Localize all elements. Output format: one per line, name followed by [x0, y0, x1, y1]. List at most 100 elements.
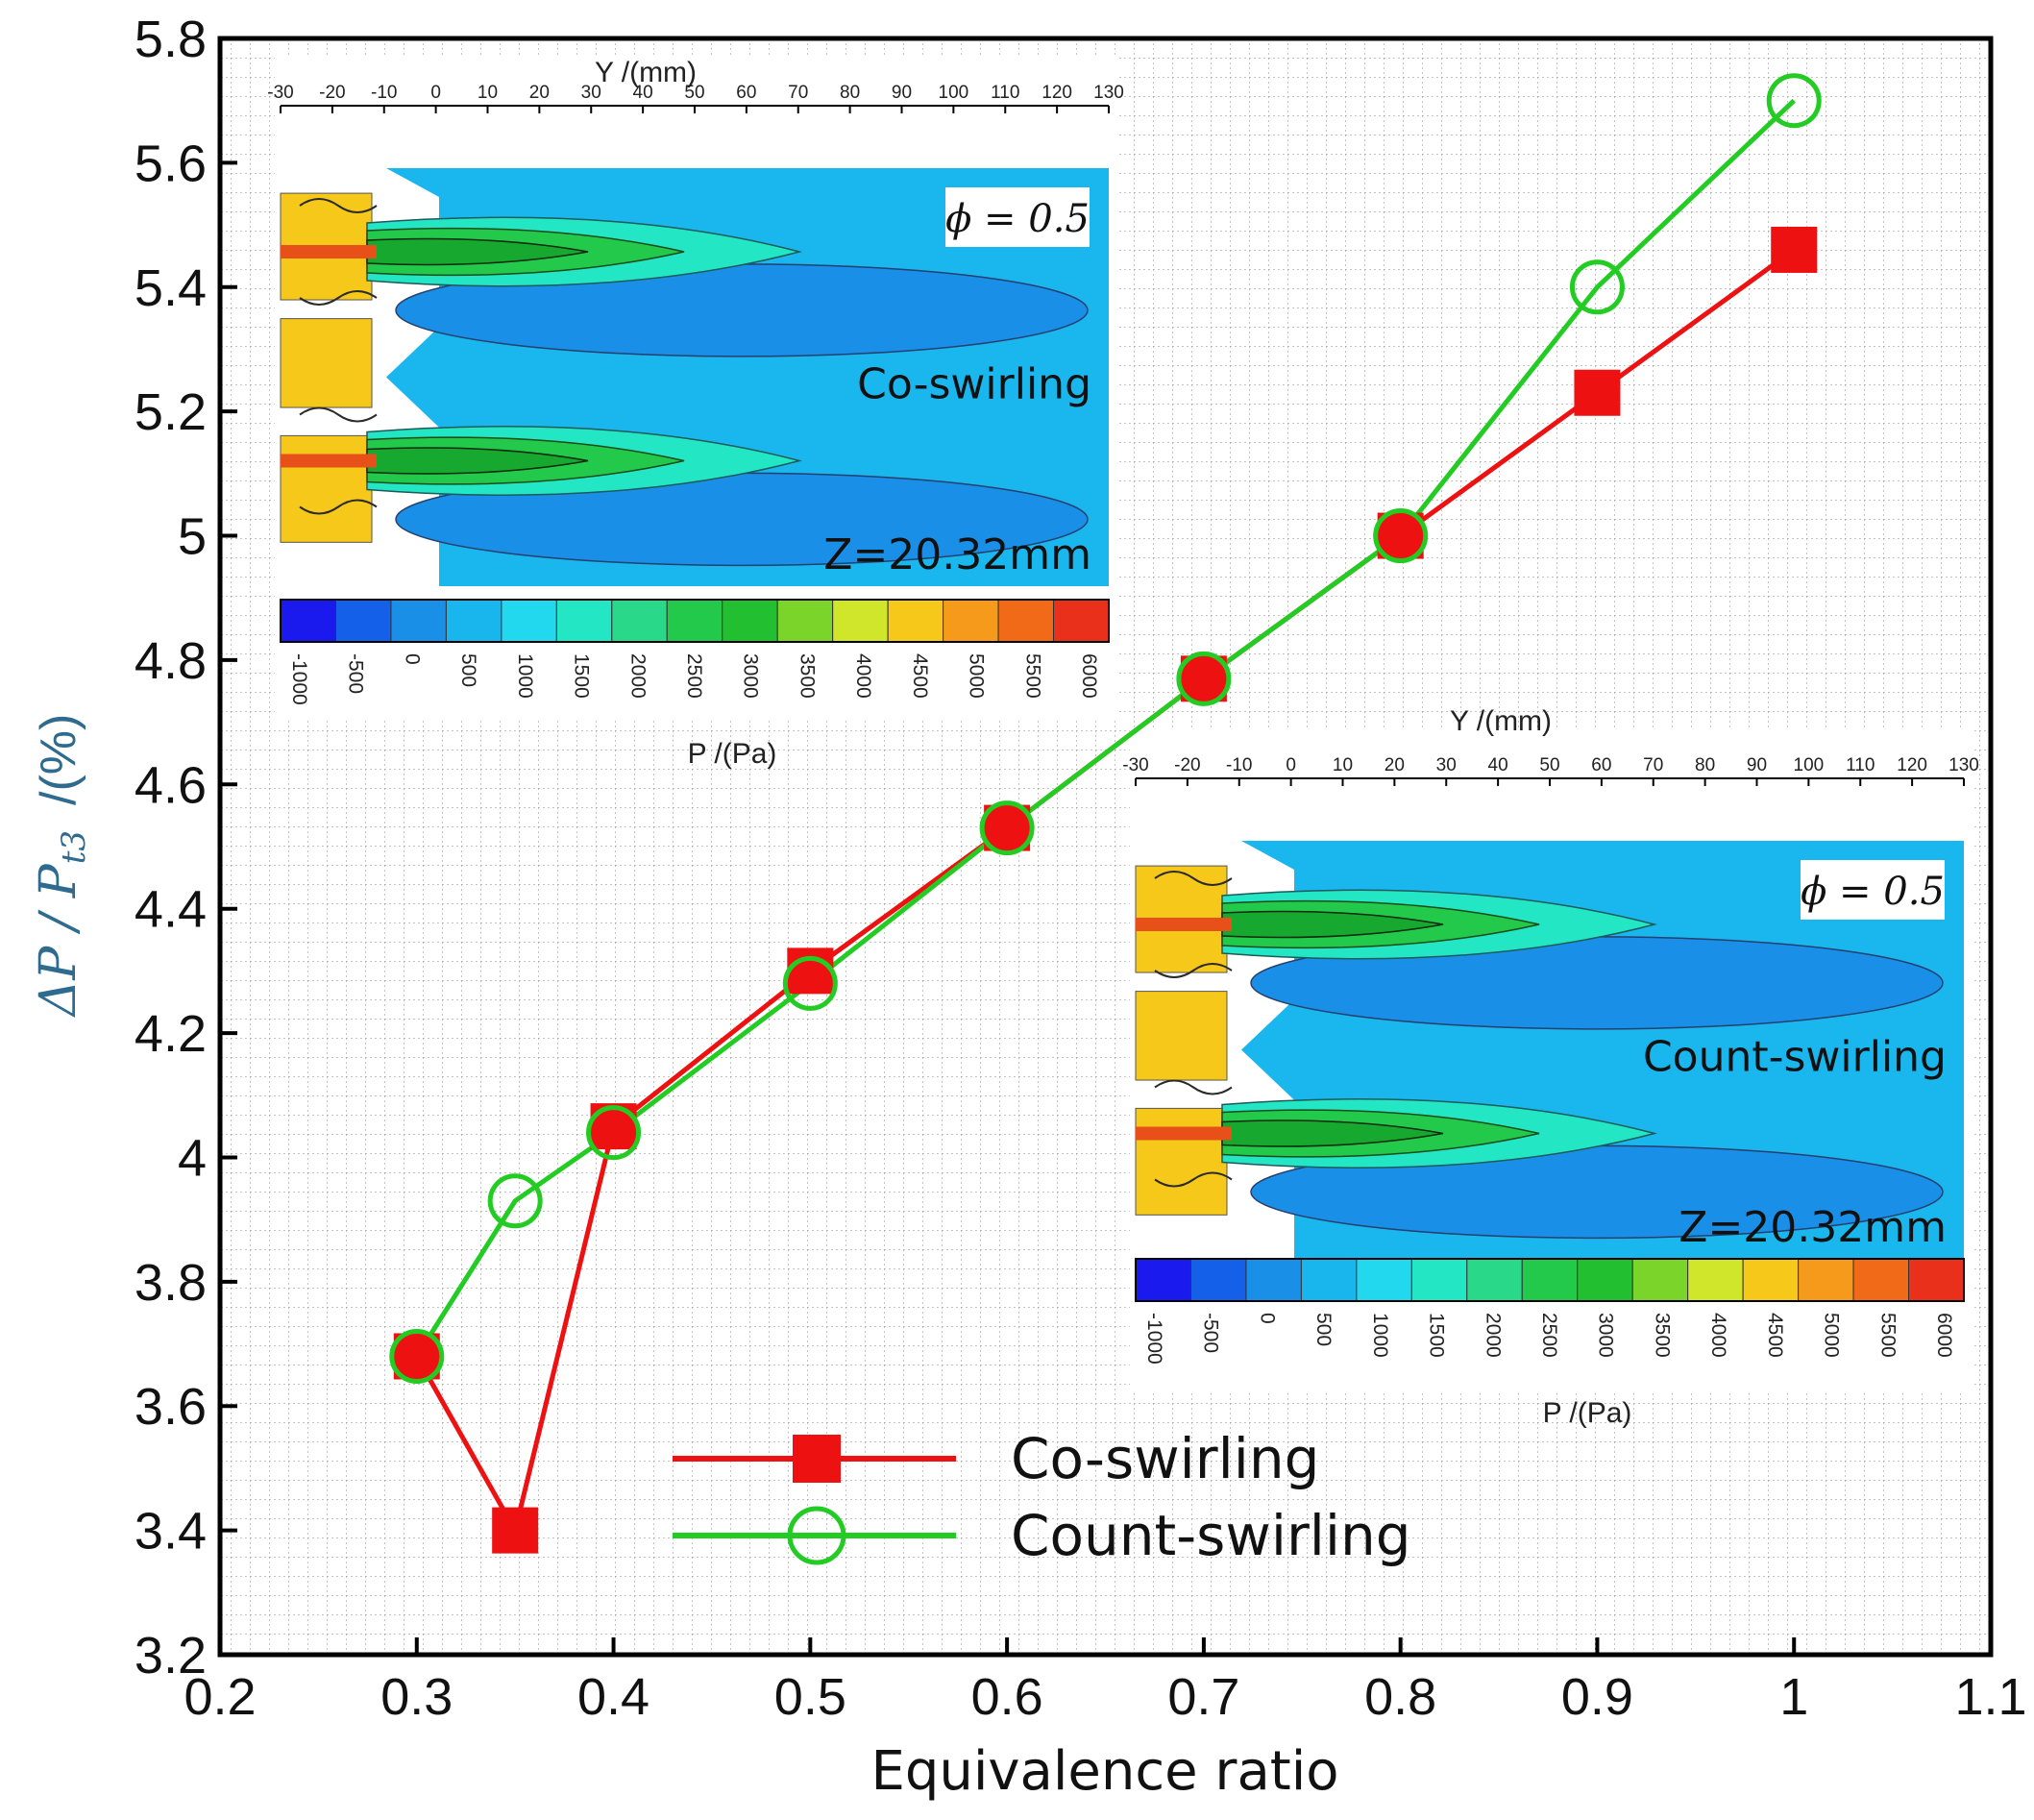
inset-axis-tick-label: 30	[1436, 755, 1457, 775]
colorbar-tick-label: 3000	[1595, 1313, 1617, 1358]
plot-frame	[217, 36, 1994, 1658]
colorbar-tick-label: -1000	[1143, 1313, 1165, 1365]
colorbar-tick-label: 0	[1256, 1313, 1278, 1324]
colorbar-swatch	[334, 599, 392, 643]
colorbar-tick-label: 4000	[852, 653, 874, 699]
inset-axis-tick-label: 80	[840, 83, 860, 103]
colorbar-tick-label: 500	[457, 653, 479, 687]
colorbar-swatch	[1631, 1258, 1689, 1302]
colorbar-swatch	[1908, 1258, 1965, 1302]
inset-axis-title: Y /(mm)	[1450, 705, 1552, 737]
colorbar-swatch	[1577, 1258, 1633, 1302]
inset-axis-tick-label: 130	[1948, 755, 1979, 775]
colorbar-swatch	[501, 599, 557, 643]
y-tick-label: 5.2	[135, 383, 207, 441]
inset-phi-label: ϕ = 0.5	[1801, 870, 1945, 914]
inset-axis-tick-label: 110	[1846, 755, 1875, 775]
inset-axis-tick-label: 80	[1695, 755, 1715, 775]
inset-axis-tick-label: 90	[1747, 755, 1767, 775]
inset-axis-tick-label: 100	[939, 83, 969, 103]
colorbar-tick-label: 3000	[740, 653, 762, 699]
inset-phi-box	[945, 187, 1090, 247]
colorbar-tick-label: 2000	[1482, 1313, 1504, 1358]
x-tick-label: 0.2	[184, 1668, 256, 1726]
inset-axis-tick-label: 70	[1643, 755, 1663, 775]
inset-jet-core	[1221, 1119, 1444, 1147]
y-tick-label: 4.8	[135, 632, 207, 690]
inset-case-label: Count-swirling	[1643, 1032, 1947, 1081]
y-tick-label: 5.8	[135, 11, 207, 68]
inset-axis-tick-label: 40	[633, 83, 653, 103]
inset-phi-label: ϕ = 0.5	[945, 197, 1090, 241]
inset-axis-tick-label: 50	[684, 83, 704, 103]
y-tick-label: 3.2	[135, 1627, 207, 1685]
colorbar-tick-label: 0	[401, 653, 423, 665]
x-tick-label: 0.9	[1561, 1668, 1633, 1726]
y-tick-label: 3.6	[135, 1378, 207, 1436]
colorbar-tick-label: -500	[345, 653, 367, 694]
colorbar-tick-label: -1000	[288, 653, 310, 705]
colorbar-swatch	[832, 599, 889, 643]
inset-axis-tick-label: 100	[1794, 755, 1825, 775]
colorbar-tick-label: 500	[1312, 1313, 1335, 1346]
colorbar-swatch	[555, 599, 613, 643]
y-tick-label: 3.4	[135, 1503, 207, 1561]
inset-jet-core	[1221, 910, 1444, 939]
x-tick-label: 0.7	[1167, 1668, 1239, 1726]
colorbar-swatch	[1135, 1258, 1191, 1302]
colorbar-tick-label: 1500	[571, 653, 593, 699]
inset-swirl-contour	[299, 198, 378, 306]
colorbar-tick-label: 2000	[626, 653, 649, 699]
y-tick-label: 5	[178, 508, 207, 566]
y-tick-label: 4.2	[135, 1005, 207, 1063]
inset-case-label: Co-swirling	[857, 359, 1091, 408]
colorbar-swatch	[390, 599, 447, 643]
colorbar-tick-label: 1500	[1426, 1313, 1448, 1358]
data-point	[487, 1173, 543, 1229]
svg-text:ΔP / Pt3/(%): ΔP / Pt3 /(%)	[30, 714, 93, 1019]
inset-axis-tick-label: 40	[1488, 755, 1508, 775]
inset-axis-tick-label: 0	[430, 83, 441, 103]
inset-swirl-contour	[1154, 871, 1233, 978]
x-tick-label: 0.4	[577, 1668, 649, 1726]
colorbar-tick-label: 3500	[796, 653, 818, 699]
x-tick-label: 1	[1779, 1668, 1808, 1726]
colorbar-swatch	[1521, 1258, 1579, 1302]
inset-axis-tick-label: -10	[371, 83, 397, 103]
inset-axis-tick-label: 120	[1042, 83, 1072, 103]
inset-axis-tick-label: 10	[1333, 755, 1353, 775]
legend-marker	[793, 1435, 841, 1483]
legend-label: Co-swirling	[1011, 1426, 1319, 1491]
colorbar-swatch	[280, 599, 336, 643]
colorbar-swatch	[722, 599, 778, 643]
data-point	[782, 955, 838, 1011]
colorbar-swatch	[1189, 1258, 1247, 1302]
contour-inset: -30 -20 -10 0 10 20 30 40 50 60 70 80 90 100 110 120 130…	[267, 57, 1124, 770]
data-point	[389, 1328, 445, 1384]
inset-nozzle	[281, 245, 377, 258]
data-point	[590, 1103, 637, 1150]
legend-label: Count-swirling	[1011, 1503, 1411, 1568]
colorbar-swatch	[611, 599, 668, 643]
inset-axis-tick-label: 130	[1093, 83, 1124, 103]
colorbar-frame	[280, 599, 1110, 643]
y-tick-label: 4.6	[135, 756, 207, 814]
colorbar-tick-label: 2500	[1538, 1313, 1560, 1358]
legend-marker	[787, 1506, 846, 1565]
y-tick-label: 3.8	[135, 1254, 207, 1312]
inset-swirler	[280, 318, 373, 408]
y-axis-label: ΔP / Pt3 /(%)	[30, 714, 93, 1019]
inset-axis-tick-label: 30	[581, 83, 601, 103]
y-axis-ticks: 3.2 3.4 3.6 3.8 4 4.2 4.4 4.6 4.8 5 5.2 5.4 5.6 5.8	[135, 11, 237, 1685]
colorbar-swatch	[1852, 1258, 1910, 1302]
y-tick-label: 4.4	[135, 881, 207, 939]
data-point	[787, 947, 834, 995]
colorbar-tick-label: 6000	[1078, 653, 1100, 699]
colorbar-tick-label: 1000	[1369, 1313, 1391, 1358]
colorbar-swatch	[776, 599, 834, 643]
x-axis-label: Equivalence ratio	[870, 1740, 1338, 1803]
x-tick-label: 1.1	[1954, 1668, 2026, 1726]
colorbar-swatch	[943, 599, 999, 643]
colorbar-swatch	[445, 599, 502, 643]
